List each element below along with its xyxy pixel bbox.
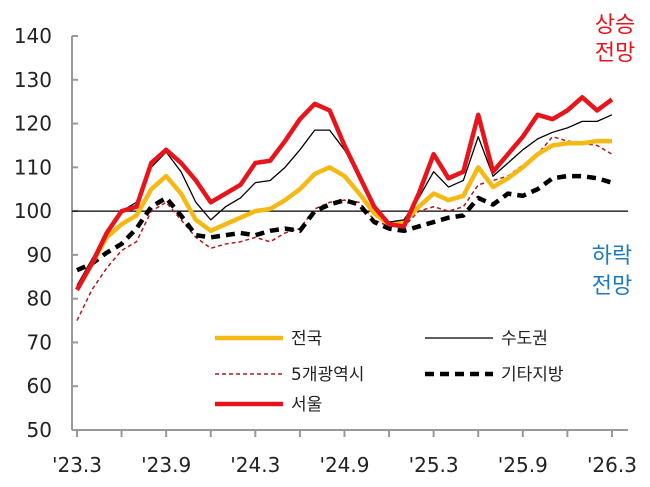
annotation-up-line2: 전망 xyxy=(595,41,635,66)
y-axis: 50 60 70 80 90 100 110 120 130 140 xyxy=(14,24,78,442)
legend-label: 전국 xyxy=(291,329,322,349)
series-line-4 xyxy=(75,95,614,292)
y-tick-label: 130 xyxy=(14,68,52,92)
series-line-2 xyxy=(76,135,613,321)
x-axis: '23.3 '23.9 '24.3 '24.9 '25.3 '25.9 '26.3 xyxy=(52,429,637,477)
series-lines xyxy=(72,95,628,321)
x-tick-label: '26.3 xyxy=(587,453,637,477)
legend-label: 기타지방 xyxy=(501,365,564,385)
y-tick-label: 50 xyxy=(27,418,52,442)
legend-label: 5개광역시 xyxy=(291,365,364,385)
y-tick-label: 90 xyxy=(27,243,52,267)
y-tick-label: 70 xyxy=(27,330,52,354)
x-tick-label: '25.9 xyxy=(498,453,548,477)
x-tick-label: '23.9 xyxy=(141,453,191,477)
legend-label: 서울 xyxy=(291,395,322,415)
annotation-down-line1: 하락 xyxy=(592,244,632,269)
legend-label: 수도권 xyxy=(501,329,548,349)
series-line-3 xyxy=(76,173,613,273)
annotation-up-line1: 상승 xyxy=(595,13,635,38)
x-tick-label: '25.3 xyxy=(409,453,459,477)
x-tick-label: '24.3 xyxy=(230,453,280,477)
series-line-0 xyxy=(75,138,612,292)
y-tick-label: 110 xyxy=(14,155,52,179)
y-tick-label: 120 xyxy=(14,112,52,136)
x-tick-label: '23.3 xyxy=(52,453,102,477)
y-tick-label: 60 xyxy=(27,374,52,398)
x-tick-label: '24.9 xyxy=(319,453,369,477)
annotation-down-line2: 전망 xyxy=(592,274,632,299)
y-tick-label: 100 xyxy=(14,199,52,223)
y-tick-label: 140 xyxy=(14,24,52,48)
y-tick-label: 80 xyxy=(27,287,52,311)
